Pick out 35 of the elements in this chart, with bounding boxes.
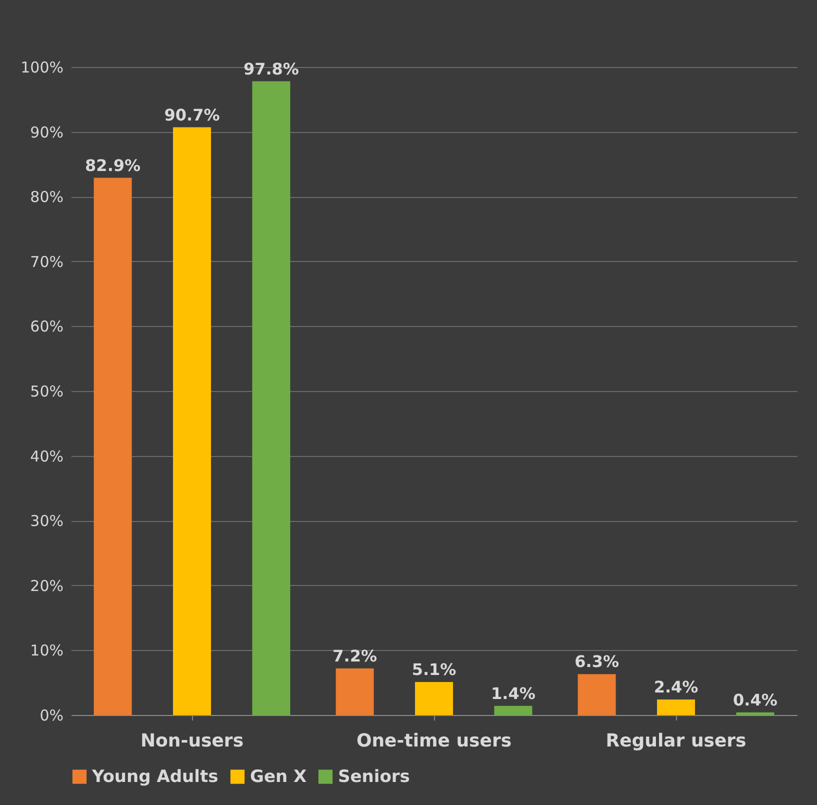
y-tick-label: 70% <box>30 252 64 271</box>
y-tick-label: 50% <box>30 382 64 400</box>
bar <box>336 668 374 715</box>
y-tick-label: 40% <box>30 447 64 466</box>
bar <box>252 81 290 715</box>
data-label: 90.7% <box>164 105 220 124</box>
y-tick-label: 90% <box>30 123 64 142</box>
legend-label: Seniors <box>338 766 410 787</box>
x-tick-label: Non-users <box>140 730 244 752</box>
y-tick-label: 10% <box>30 642 64 660</box>
y-tick-label: 20% <box>30 576 64 595</box>
x-tick-label: One-time users <box>356 730 512 752</box>
legend-label: Young Adults <box>91 766 218 787</box>
data-label: 97.8% <box>243 59 299 78</box>
data-label: 0.4% <box>733 690 778 710</box>
y-tick-label: 60% <box>30 318 64 336</box>
bar <box>657 699 695 715</box>
data-label: 2.4% <box>654 677 698 696</box>
data-label: 6.3% <box>574 652 619 672</box>
bar <box>173 127 211 715</box>
bar <box>415 682 453 715</box>
bar <box>736 712 774 715</box>
data-label: 82.9% <box>85 156 141 175</box>
data-label: 1.4% <box>491 684 536 703</box>
bar <box>94 178 132 715</box>
x-tick-label: Regular users <box>606 730 746 752</box>
bar <box>578 674 616 715</box>
y-tick-label: 100% <box>20 58 64 76</box>
legend-label: Gen X <box>250 766 307 787</box>
data-label: 5.1% <box>412 660 456 679</box>
y-tick-label: 30% <box>30 512 64 530</box>
y-tick-label: 0% <box>40 706 64 724</box>
data-label: 7.2% <box>332 646 377 666</box>
y-tick-label: 80% <box>30 188 64 206</box>
bar <box>494 706 532 715</box>
